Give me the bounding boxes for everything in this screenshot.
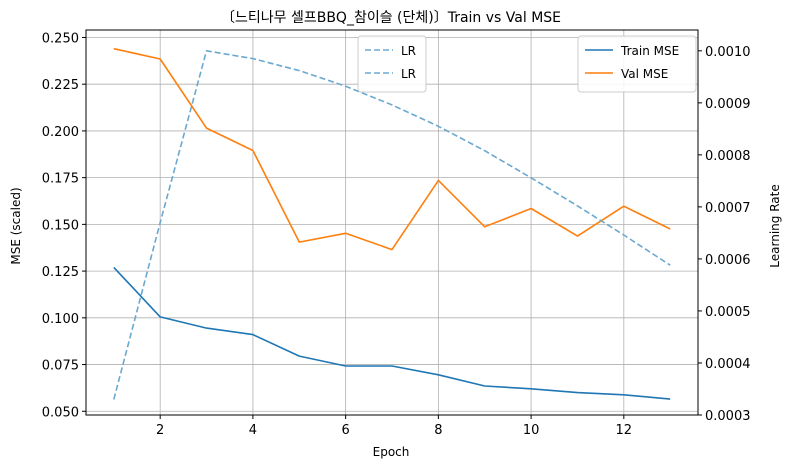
y2-axis-ticks: 0.0003 0.0004 0.0005 0.0006 0.0007 0.0008 0.00… bbox=[698, 45, 751, 424]
y2-tick-label: 0.0003 bbox=[705, 409, 751, 424]
y-tick-label: 0.100 bbox=[42, 312, 79, 327]
x-axis-ticks: 2 4 6 8 10 12 bbox=[156, 415, 632, 438]
y-tick-label: 0.175 bbox=[42, 172, 79, 187]
x-tick-label: 6 bbox=[341, 423, 349, 438]
y2-tick-label: 0.0007 bbox=[705, 201, 751, 216]
x-tick-label: 4 bbox=[249, 423, 257, 438]
legend-lr: LR LR bbox=[357, 35, 427, 93]
legend-label: Val MSE bbox=[621, 67, 668, 81]
legend-label: LR bbox=[401, 67, 416, 81]
x-tick-label: 12 bbox=[616, 423, 633, 438]
y2-tick-label: 0.0006 bbox=[705, 253, 751, 268]
y2-tick-label: 0.0008 bbox=[705, 149, 751, 164]
x-tick-label: 2 bbox=[156, 423, 164, 438]
plot-frame bbox=[85, 29, 699, 416]
x-tick-label: 10 bbox=[523, 423, 540, 438]
y-axis-ticks: 0.050 0.075 0.100 0.125 0.150 0.175 0.200 0.225… bbox=[42, 31, 86, 420]
y-tick-label: 0.075 bbox=[42, 359, 79, 374]
series-line-val-mse bbox=[113, 47, 671, 251]
legend-mse: Train MSE Val MSE bbox=[577, 35, 697, 93]
y2-tick-label: 0.0004 bbox=[705, 357, 751, 372]
y-tick-label: 0.125 bbox=[42, 265, 79, 280]
x-axis-label: Epoch bbox=[373, 445, 410, 459]
y-tick-label: 0.150 bbox=[42, 218, 79, 233]
legend-label: LR bbox=[401, 44, 416, 58]
y-tick-label: 0.225 bbox=[42, 78, 79, 93]
legend-label: Train MSE bbox=[620, 44, 679, 58]
y-tick-label: 0.050 bbox=[42, 405, 79, 420]
y2-tick-label: 0.0009 bbox=[705, 97, 751, 112]
y-axis-label: MSE (scaled) bbox=[9, 187, 23, 264]
y2-axis-label: Learning Rate bbox=[768, 184, 782, 267]
series-layer bbox=[113, 47, 671, 400]
y2-tick-label: 0.0010 bbox=[705, 45, 751, 60]
chart-title: 〔느티나무 셀프BBQ_참이슬 (단체)〕Train vs Val MSE bbox=[221, 10, 561, 26]
y-tick-label: 0.200 bbox=[42, 125, 79, 140]
x-tick-label: 8 bbox=[434, 423, 442, 438]
y2-tick-label: 0.0005 bbox=[705, 305, 751, 320]
series-line-train-mse bbox=[113, 266, 671, 400]
y-tick-label: 0.250 bbox=[42, 31, 79, 46]
series-line-lr bbox=[113, 49, 671, 400]
